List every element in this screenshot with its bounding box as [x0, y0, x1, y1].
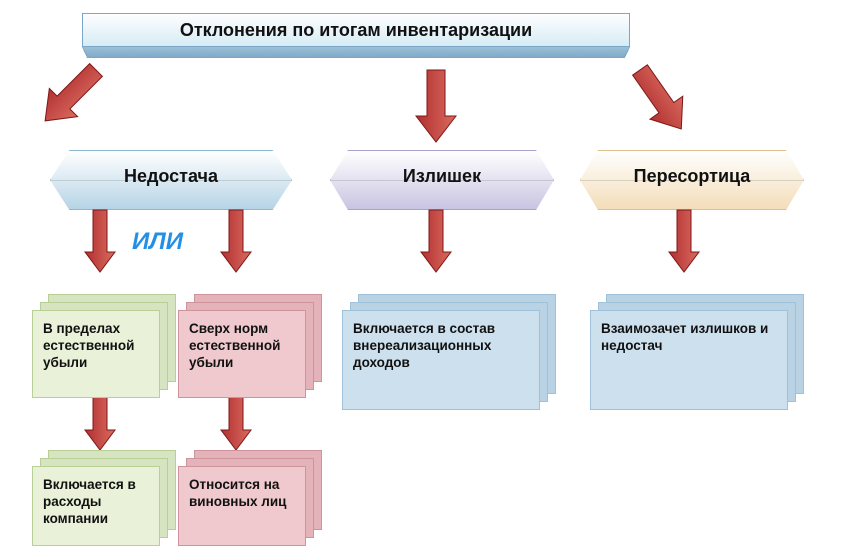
- hex-node-surplus: Излишек: [330, 150, 554, 210]
- card-stack-s6: Относится на виновных лиц: [178, 450, 322, 546]
- card-stack-s1: В пределах естественной убыли: [32, 294, 176, 398]
- title-banner-text: Отклонения по итогам инвентаризации: [180, 20, 532, 41]
- card-s3-text: Включается в состав внереализационных до…: [353, 321, 495, 370]
- hex-node-shortage: Недостача: [50, 150, 292, 210]
- hex-node-surplus-label: Излишек: [403, 166, 481, 187]
- card-s1: В пределах естественной убыли: [32, 310, 160, 398]
- hex-node-resort-label: Пересортица: [634, 166, 751, 187]
- card-s3: Включается в состав внереализационных до…: [342, 310, 540, 410]
- card-s6: Относится на виновных лиц: [178, 466, 306, 546]
- card-stack-s2: Сверх норм естественной убыли: [178, 294, 322, 398]
- arrow-b2: [236, 210, 237, 211]
- or-label: ИЛИ: [132, 228, 183, 256]
- card-s4-text: Взаимозачет излишков и недостач: [601, 321, 768, 353]
- card-s1-text: В пределах естественной убыли: [43, 321, 134, 370]
- card-s5: Включается в расходы компании: [32, 466, 160, 546]
- title-banner: Отклонения по итогам инвентаризации: [82, 13, 630, 63]
- arrow-b1: [100, 210, 101, 211]
- card-s2-text: Сверх норм естественной убыли: [189, 321, 280, 370]
- card-s2: Сверх норм естественной убыли: [178, 310, 306, 398]
- arrow-b4: [684, 210, 685, 211]
- card-stack-s5: Включается в расходы компании: [32, 450, 176, 546]
- hex-node-resort: Пересортица: [580, 150, 804, 210]
- card-stack-s3: Включается в состав внереализационных до…: [342, 294, 556, 410]
- hex-node-shortage-label: Недостача: [124, 166, 218, 187]
- arrow-b3: [436, 210, 437, 211]
- arrow-a1: [96, 70, 97, 71]
- card-s6-text: Относится на виновных лиц: [189, 477, 286, 509]
- card-s4: Взаимозачет излишков и недостач: [590, 310, 788, 410]
- card-stack-s4: Взаимозачет излишков и недостач: [590, 294, 804, 410]
- arrow-a3: [640, 70, 641, 71]
- arrow-a2: [436, 70, 437, 71]
- flowchart-canvas: Отклонения по итогам инвентаризации Недос…: [0, 0, 845, 547]
- card-s5-text: Включается в расходы компании: [43, 477, 136, 526]
